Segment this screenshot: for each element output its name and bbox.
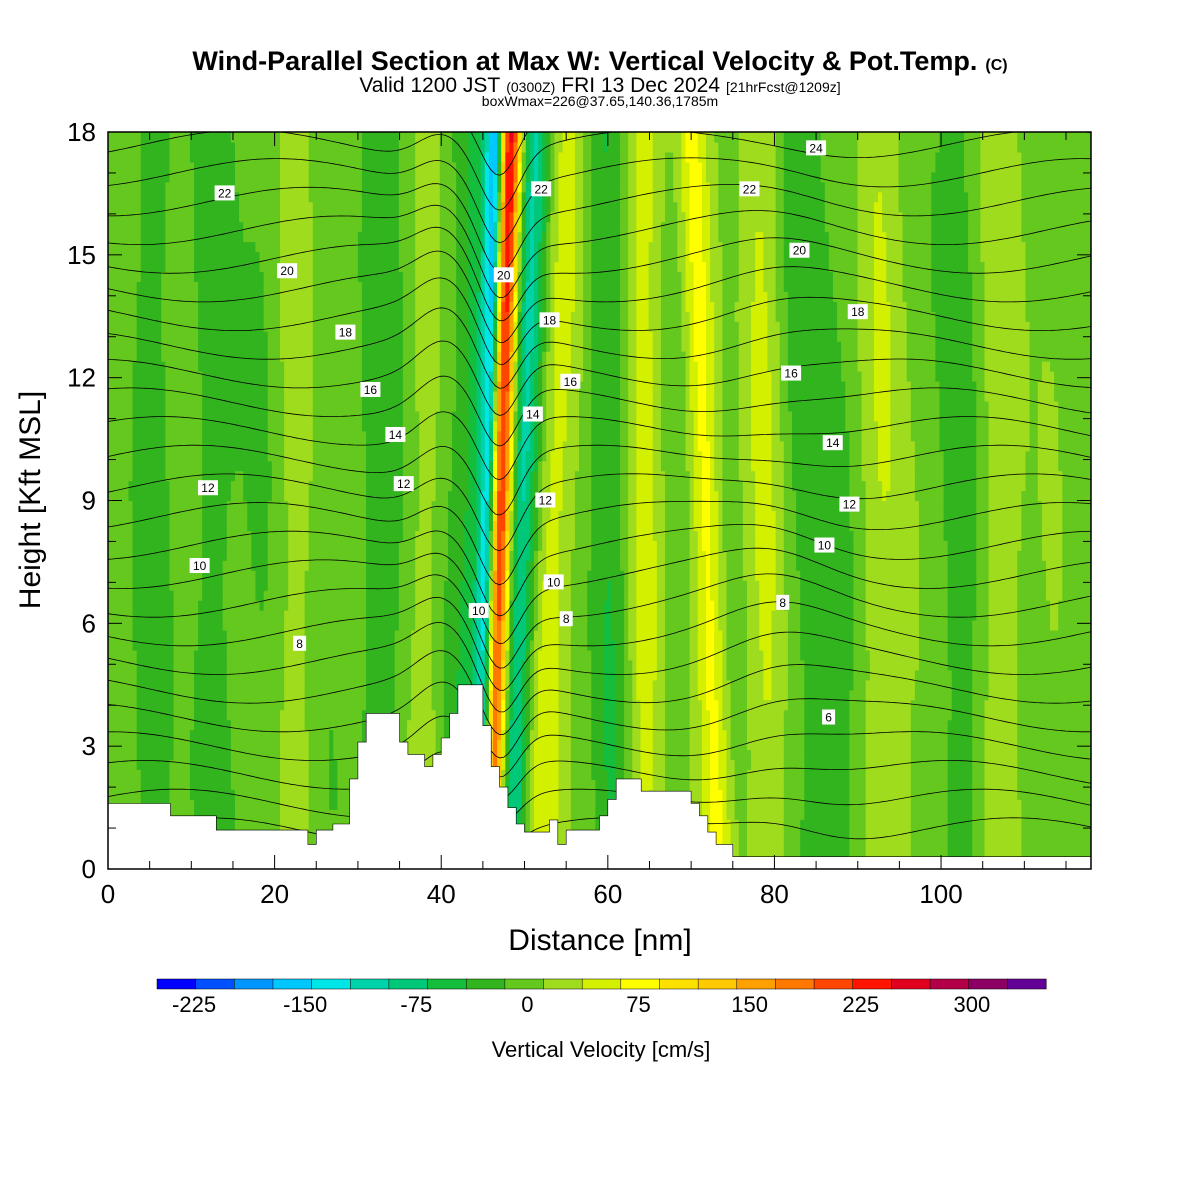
x-tick-label: 0 <box>101 879 115 909</box>
colorbar-label: Vertical Velocity [cm/s] <box>492 1037 711 1062</box>
y-tick-label: 6 <box>82 608 96 638</box>
x-tick-label: 40 <box>427 879 456 909</box>
colorbar-swatch <box>620 978 661 990</box>
y-tick-label: 12 <box>67 363 96 393</box>
y-axis: 0 3 6 9 12 15 18 <box>67 117 1091 884</box>
colorbar-swatch <box>504 978 545 990</box>
contour-label: 10 <box>814 537 835 553</box>
contour-label: 18 <box>847 304 868 320</box>
contour-label: 12 <box>197 480 218 496</box>
colorbar-swatch <box>1007 978 1047 990</box>
contour-label: 6 <box>822 709 836 725</box>
y-tick-label: 3 <box>82 731 96 761</box>
contour-label: 8 <box>559 611 573 627</box>
box-info: boxWmax=226@37.65,140.36,1785m <box>482 93 718 109</box>
colorbar-tick-label: -75 <box>400 992 432 1017</box>
colorbar-tick-label: 300 <box>954 992 991 1017</box>
x-axis-label: Distance [nm] <box>508 924 691 957</box>
colorbar-swatch <box>427 978 467 990</box>
contour-label: 8 <box>293 635 307 651</box>
contour-label: 14 <box>385 426 406 442</box>
colorbar-swatch <box>195 978 235 990</box>
y-tick-label: 15 <box>67 240 96 270</box>
y-tick-label: 0 <box>82 854 96 884</box>
colorbar <box>156 978 1047 990</box>
contour-label: 10 <box>189 558 210 574</box>
colorbar-swatch <box>350 978 390 990</box>
valid-time: Valid 1200 JST (0300Z) FRI 13 Dec 2024 [21h… <box>359 74 840 97</box>
potential-temperature-contours <box>108 132 1091 852</box>
colorbar-swatch <box>581 978 622 990</box>
contour-labels: 22 20 18 16 14 12 12 10 8 10 20 22 18 16 14 12 10 8 24 22 20… <box>189 140 868 725</box>
x-axis: 0 20 40 60 80 100 <box>101 132 1067 909</box>
colorbar-swatch <box>543 978 583 990</box>
contour-label: 12 <box>839 496 860 512</box>
colorbar-swatch <box>659 978 699 990</box>
colorbar-tick-label: 225 <box>842 992 879 1017</box>
contour-label: 16 <box>560 373 581 389</box>
y-axis-label: Height [Kft MSL] <box>14 391 47 609</box>
y-tick-label: 9 <box>82 486 96 516</box>
colorbar-swatch <box>697 978 738 990</box>
vertical-velocity-field <box>108 132 1091 869</box>
colorbar-tick-label: -225 <box>172 992 216 1017</box>
x-tick-label: 60 <box>593 879 622 909</box>
contour-label: 18 <box>539 312 560 328</box>
colorbar-swatch <box>156 978 197 990</box>
x-tick-label: 100 <box>919 879 962 909</box>
contour-label: 8 <box>776 594 790 610</box>
contour-label: 20 <box>493 267 514 283</box>
contour-label: 20 <box>789 242 810 258</box>
contour-label: 14 <box>522 406 543 422</box>
contour-label: 18 <box>335 324 356 340</box>
colorbar-swatch <box>775 978 815 990</box>
contour-label: 20 <box>277 263 298 279</box>
x-tick-label: 80 <box>760 879 789 909</box>
contour-label: 12 <box>535 492 556 508</box>
plot-area <box>108 132 1091 869</box>
colorbar-ticks: -225 -150 -75 0 75 150 225 300 <box>172 992 990 1017</box>
contour-label: 10 <box>543 574 564 590</box>
contour-label: 16 <box>360 381 381 397</box>
colorbar-swatch <box>813 978 854 990</box>
colorbar-swatch <box>891 978 931 990</box>
colorbar-swatch <box>852 978 892 990</box>
colorbar-swatch <box>272 978 313 990</box>
colorbar-swatch <box>968 978 1008 990</box>
colorbar-tick-label: -150 <box>283 992 327 1017</box>
contour-label: 22 <box>531 181 552 197</box>
colorbar-swatch <box>465 978 506 990</box>
contour-label: 22 <box>739 181 760 197</box>
colorbar-swatch <box>736 978 776 990</box>
colorbar-tick-label: 0 <box>521 992 533 1017</box>
contour-label: 14 <box>822 435 843 451</box>
contour-label: 22 <box>214 185 235 201</box>
y-tick-label: 18 <box>67 117 96 147</box>
contour-label: 12 <box>393 476 414 492</box>
colorbar-swatch <box>234 978 274 990</box>
contour-label: 10 <box>468 603 489 619</box>
x-tick-label: 20 <box>260 879 289 909</box>
colorbar-tick-label: 75 <box>626 992 650 1017</box>
colorbar-swatch <box>311 978 351 990</box>
chart-title: Wind-Parallel Section at Max W: Vertical… <box>192 46 1007 76</box>
colorbar-swatch <box>388 978 429 990</box>
terrain-mask <box>108 684 1091 869</box>
contour-label: 16 <box>781 365 802 381</box>
colorbar-swatch <box>929 978 970 990</box>
contour-label: 24 <box>806 140 827 156</box>
colorbar-tick-label: 150 <box>731 992 768 1017</box>
